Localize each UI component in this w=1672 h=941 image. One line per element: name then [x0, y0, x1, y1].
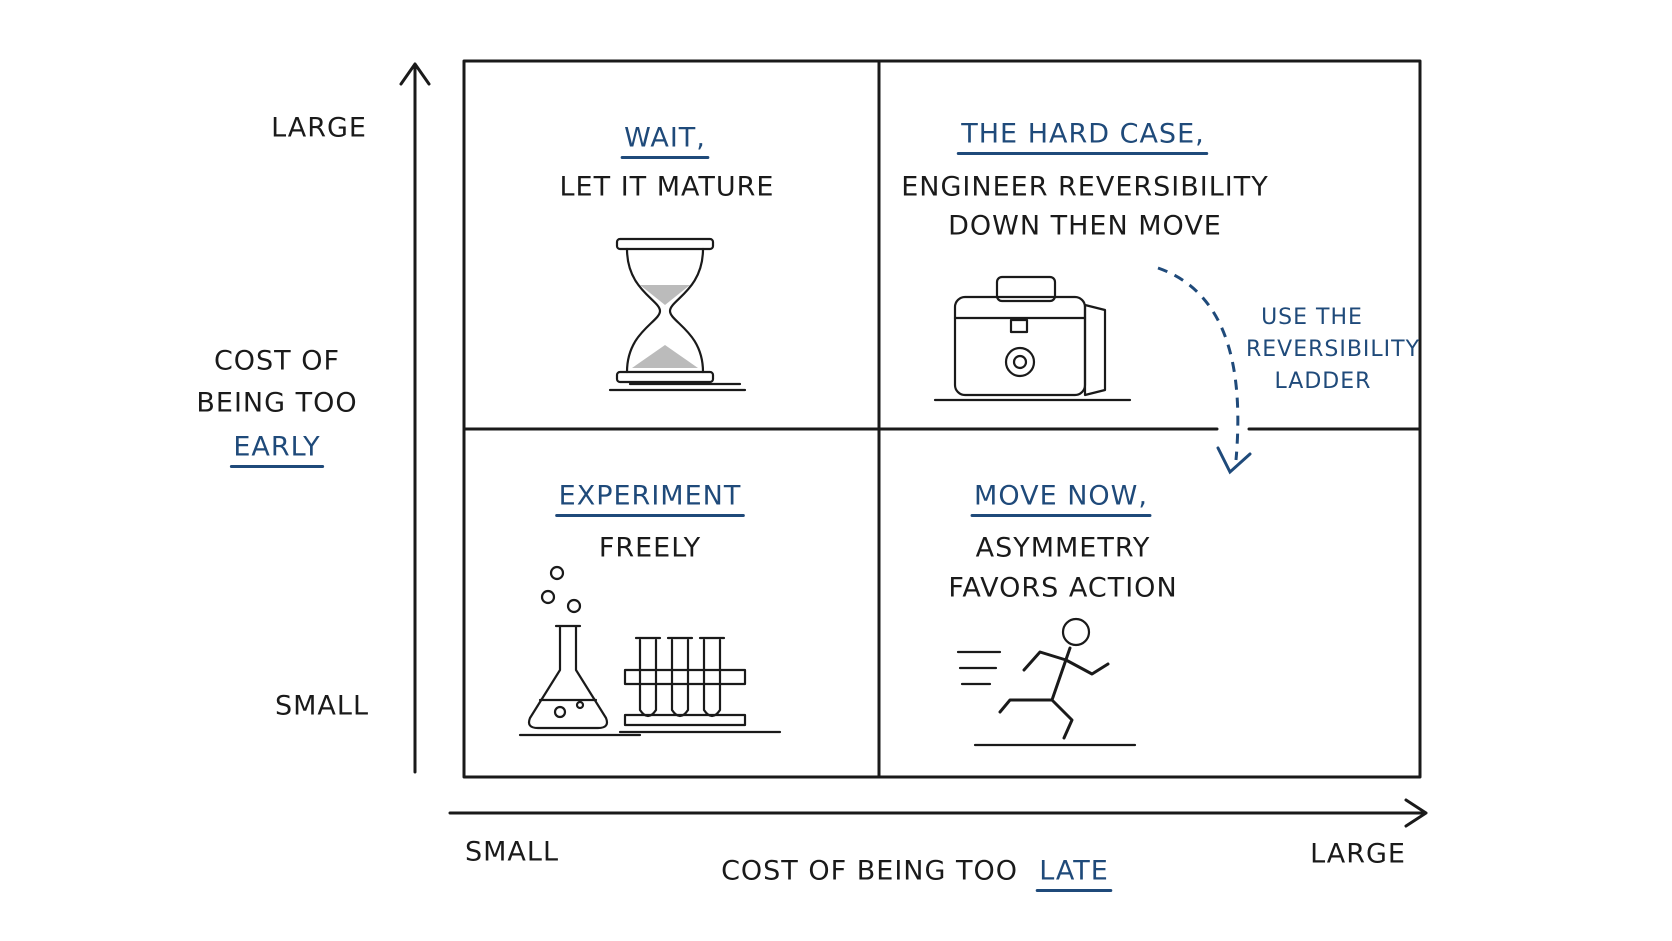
quadrant-title: MOVE NOW,: [974, 481, 1148, 512]
quadrant-title: WAIT,: [624, 123, 706, 154]
annotation: USE THE: [1261, 305, 1363, 330]
quadrant-subtitle: FREELY: [599, 533, 701, 564]
y-axis-arrow: [399, 62, 431, 774]
matrix-frame: [462, 59, 1422, 779]
quadrant-subtitle: ENGINEER REVERSIBILITY: [901, 172, 1269, 203]
toolbox-icon: [933, 275, 1132, 402]
y-axis-label: COST OF: [214, 346, 340, 377]
quadrant-subtitle: ASYMMETRY: [976, 533, 1151, 564]
annotation: REVERSIBILITY: [1246, 337, 1420, 362]
y-axis-emphasis: EARLY: [233, 432, 320, 463]
x-axis-arrow: [448, 798, 1428, 828]
hourglass-icon: [608, 237, 747, 392]
quadrant-title: EXPERIMENT: [559, 481, 742, 512]
y-axis-label: BEING TOO: [196, 388, 357, 419]
quadrant-subtitle: FAVORS ACTION: [948, 573, 1177, 604]
x-axis-low: SMALL: [465, 837, 559, 868]
flask-icon: [518, 565, 642, 737]
y-axis-high: LARGE: [271, 113, 367, 144]
annotation: LADDER: [1275, 369, 1372, 394]
x-axis-emphasis: LATE: [1039, 856, 1109, 887]
arrow-head: [1216, 446, 1252, 475]
x-axis-label: COST OF BEING TOO: [721, 856, 1018, 887]
quadrant-title: THE HARD CASE,: [960, 119, 1204, 150]
test-tubes-icon: [618, 636, 782, 734]
quadrant-subtitle: DOWN THEN MOVE: [948, 211, 1222, 242]
dashed-arrow: [1157, 266, 1240, 461]
x-axis-high: LARGE: [1310, 839, 1406, 870]
runner-icon: [956, 617, 1137, 747]
y-axis-low: SMALL: [275, 691, 369, 722]
quadrant-subtitle: LET IT MATURE: [560, 172, 775, 203]
